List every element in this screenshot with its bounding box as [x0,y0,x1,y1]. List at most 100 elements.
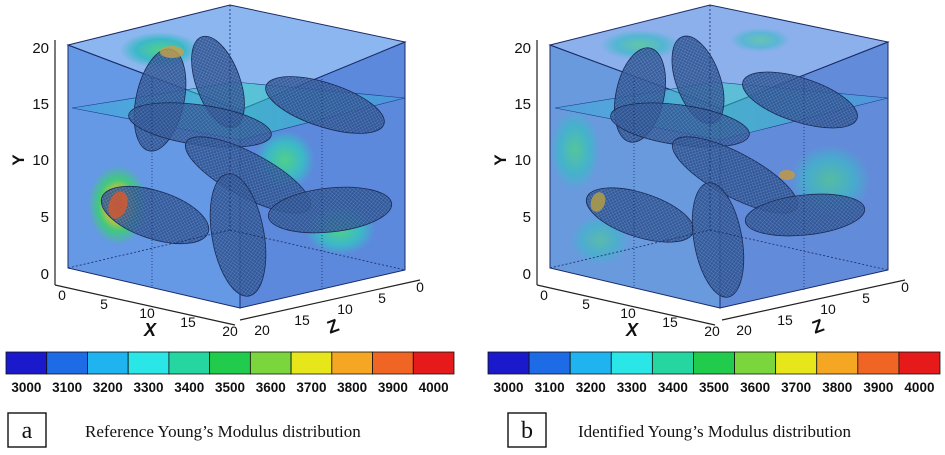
inclusion-end [108,191,128,219]
z-tick-label: 15 [294,312,310,328]
z-tick-label: 20 [736,322,752,338]
colorbar-tick-label: 3500 [215,380,245,395]
colorbar-tick-label: 4000 [419,380,449,395]
colorbar-tick-label: 3900 [863,380,893,395]
colorbar-tick-label: 3000 [494,380,524,395]
x-tick-label: 20 [704,323,720,339]
panel-a-x-ticks: 0 5 10 15 20 [58,287,238,339]
inclusion [691,182,745,298]
x-tick-label: 10 [139,305,155,321]
colorbar-swatch [249,351,292,375]
panel-a-box-edges [67,5,406,290]
panel-b-z-ticks: 20 15 10 5 0 [736,279,909,338]
x-tick-label: 5 [100,296,108,312]
z-tick-label: 10 [820,301,836,317]
z-tick-label: 5 [862,290,870,306]
colorbar-tick-label: 3100 [52,380,82,395]
panel-a-y-axis-label: Y [9,154,28,166]
panel-a-letter-box [7,412,47,448]
panel-a-plot: 20 15 10 5 0 Y 0 5 10 15 20 X 20 15 10 5… [9,4,424,340]
y-tick-label: 5 [523,209,531,226]
z-tick-label: 0 [901,279,909,295]
panel-a-z-ticks: 20 15 10 5 0 [254,279,424,338]
colorbar-swatch [528,351,571,375]
panel-b-field-patch [600,30,680,60]
y-tick-label: 10 [32,152,49,169]
colorbar-tick-label: 4000 [904,380,934,395]
colorbar-swatch [168,351,211,375]
y-tick-label: 0 [523,266,531,283]
z-tick-label: 15 [777,312,793,328]
inclusion-end [779,170,795,180]
colorbar-tick-label: 3000 [11,380,41,395]
colorbar-tick-label: 3900 [378,380,408,395]
panel-a-caption: a Reference Young’s Modulus distribution [7,412,361,448]
colorbar-swatch [816,351,859,375]
x-tick-label: 15 [662,314,678,330]
colorbar-tick-label: 3700 [781,380,811,395]
colorbar-swatch [412,351,455,375]
colorbar-swatch [610,351,653,375]
colorbar-tick-label: 3100 [535,380,565,395]
y-tick-label: 0 [41,266,49,283]
colorbar-tick-label: 3500 [699,380,729,395]
colorbar-tick-label: 3300 [134,380,164,395]
panel-b-letter: b [521,418,533,444]
colorbar-swatch [290,351,333,375]
z-tick-label: 20 [254,322,270,338]
panel-b-letter-box [507,412,547,448]
panel-b-field-patch [550,110,600,190]
inclusion [744,193,866,237]
panel-b-z-axis-label: Z [809,315,826,338]
colorbar-swatch [331,351,373,375]
panel-a-axis-frame [54,40,421,326]
inclusion [209,173,267,297]
y-tick-label: 10 [514,152,531,169]
panel-a-letter: a [22,418,33,444]
inclusion [742,71,858,129]
panel-a-z-axis-label: Z [324,315,341,338]
y-tick-label: 5 [41,209,49,226]
panel-a-y-ticks: 20 15 10 5 0 [32,40,49,283]
colorbar-swatch [372,351,414,375]
colorbar-swatch [87,351,129,375]
colorbar-swatch [487,351,530,375]
panel-b-colorbar: 3000 3100 3200 3300 3400 3500 3600 3700 3800 3900… [487,351,941,395]
panel-b-inclusions [585,35,866,298]
panel-a-inclusions [100,35,393,297]
y-tick-label: 20 [514,40,531,57]
colorbar-tick-label: 3800 [822,380,852,395]
x-tick-label: 0 [58,287,66,303]
y-tick-label: 15 [32,96,49,113]
z-tick-label: 0 [416,279,424,295]
colorbar-swatch [209,351,251,375]
panel-a-x-axis-label: X [143,320,157,340]
panel-b-plot: 20 15 10 5 0 Y 0 5 10 15 20 X 20 15 10 5… [491,4,909,340]
panel-b-y-ticks: 20 15 10 5 0 [514,40,531,283]
panel-b-axis-frame [536,40,906,326]
panel-b-box-edges [549,5,889,290]
panel-a-colorbar: 3000 3100 3200 3300 3400 3500 3600 3700 3800 3900… [5,351,455,395]
colorbar-tick-label: 3200 [576,380,606,395]
inclusion [100,185,210,245]
x-tick-label: 15 [180,314,196,330]
colorbar-tick-label: 3700 [296,380,326,395]
x-tick-label: 20 [222,323,238,339]
x-tick-label: 10 [620,305,636,321]
colorbar-tick-label: 3400 [174,380,204,395]
panel-b-caption-text: Identified Young’s Modulus distribution [578,422,851,441]
colorbar-tick-label: 3200 [93,380,123,395]
z-tick-label: 10 [337,301,353,317]
panel-b-field-patch [730,28,790,52]
panel-a-caption-text: Reference Young’s Modulus distribution [85,422,361,441]
z-tick-label: 5 [378,290,386,306]
x-tick-label: 0 [540,287,548,303]
y-tick-label: 15 [514,96,531,113]
x-tick-label: 5 [582,296,590,312]
inclusion [267,186,393,234]
panel-b-x-ticks: 0 5 10 15 20 [540,287,720,339]
colorbar-swatch [569,351,612,375]
colorbar-swatch [5,351,48,375]
inclusion [265,76,385,134]
